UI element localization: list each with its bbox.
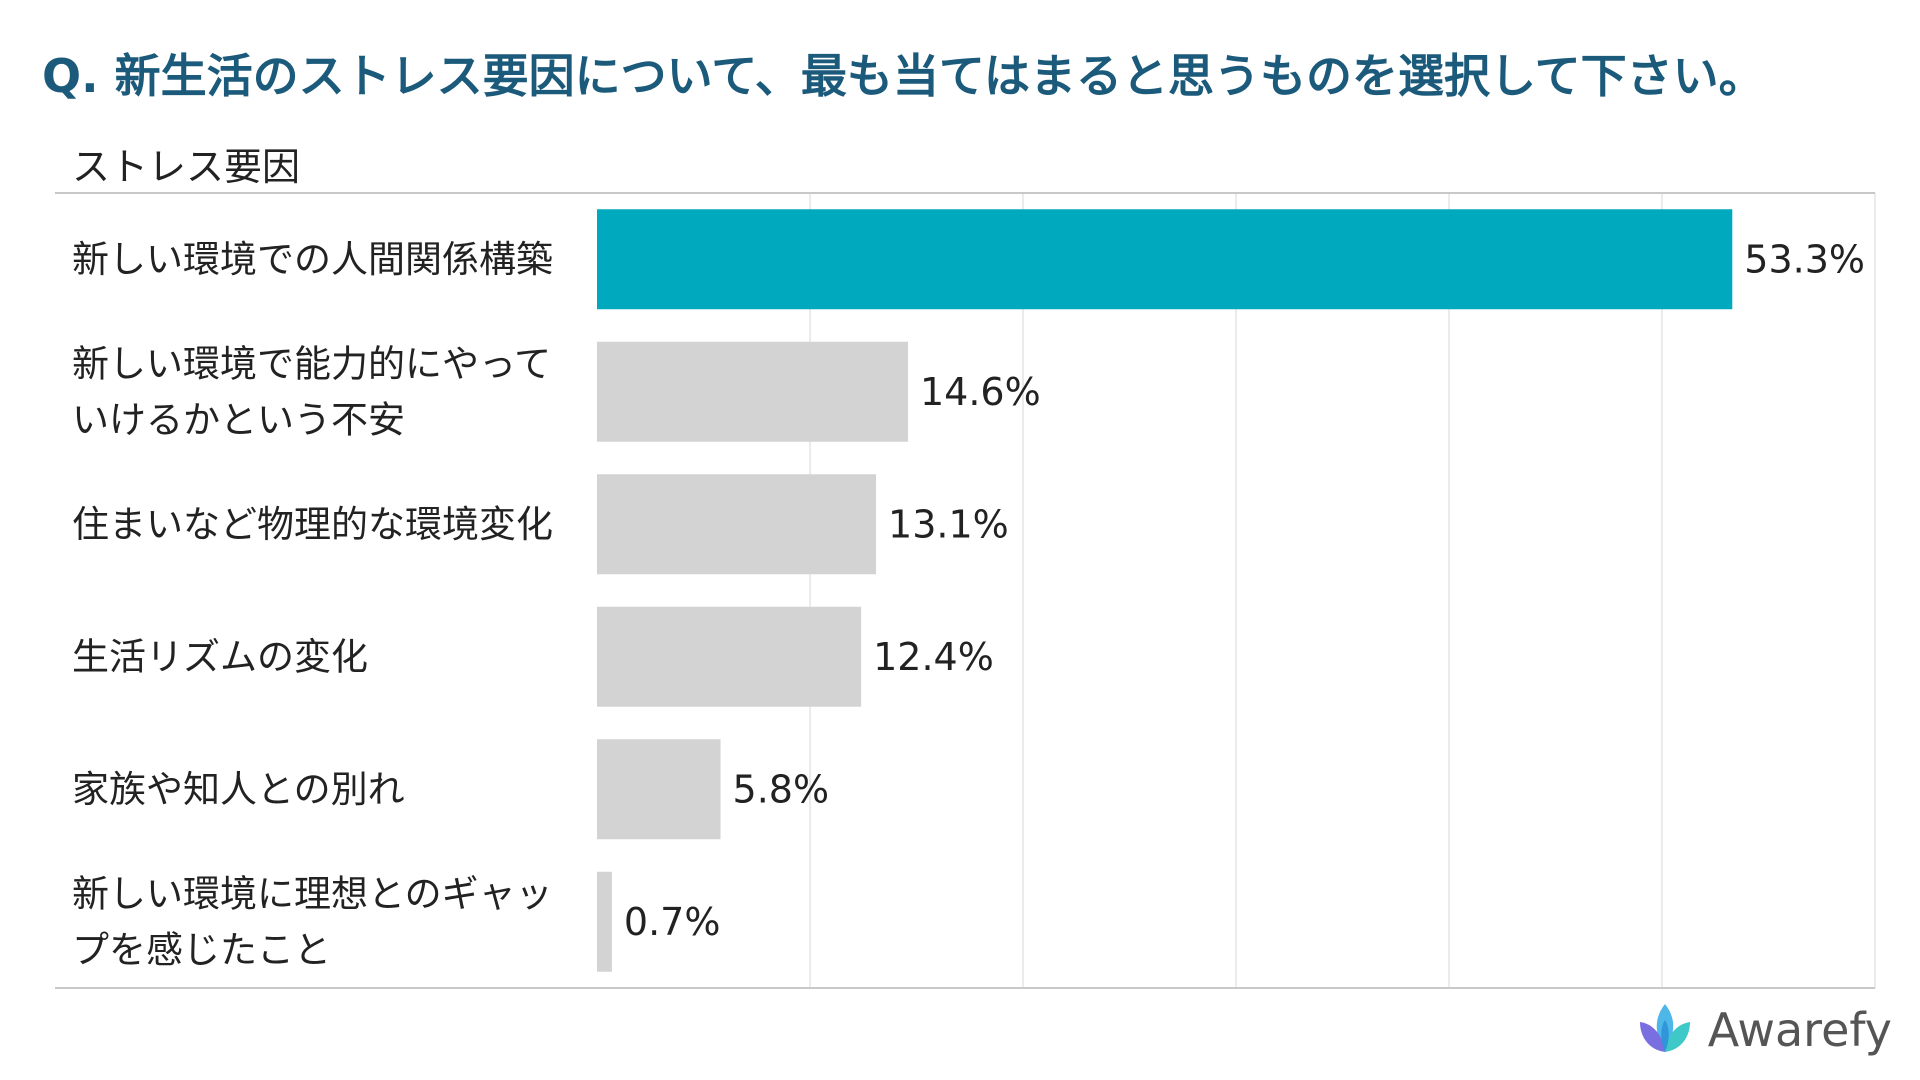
category-label: 新しい環境での人間関係構築	[72, 238, 553, 281]
bar	[597, 209, 1733, 310]
bar	[597, 341, 908, 442]
category-label: 生活リズムの変化	[72, 635, 368, 678]
value-label: 14.6%	[920, 370, 1041, 414]
category-column-header: ストレス要因	[72, 145, 301, 189]
value-label: 0.7%	[624, 900, 721, 944]
value-label: 53.3%	[1744, 237, 1865, 281]
value-label: 12.4%	[873, 635, 994, 679]
category-label: 住まいなど物理的な環境変化	[72, 503, 553, 546]
bar	[597, 606, 862, 707]
awarefy-logo-icon	[1639, 1004, 1690, 1052]
category-label: 新しい環境に理想とのギャッ	[72, 872, 553, 915]
brand: Awarefy	[1632, 1000, 1892, 1060]
value-label: 5.8%	[733, 767, 830, 811]
category-label: 家族や知人との別れ	[72, 768, 405, 811]
brand-name: Awarefy	[1707, 1003, 1892, 1057]
bar	[597, 474, 877, 575]
category-label: いけるかという不安	[72, 398, 405, 441]
category-label: プを感じたこと	[72, 928, 331, 971]
value-label: 13.1%	[888, 502, 1009, 546]
bar	[597, 739, 721, 840]
category-label: 新しい環境で能力的にやって	[72, 342, 551, 385]
bar	[597, 871, 612, 972]
question-title: Q. 新生活のストレス要因について、最も当てはまると思うものを選択して下さい。	[42, 49, 1765, 103]
